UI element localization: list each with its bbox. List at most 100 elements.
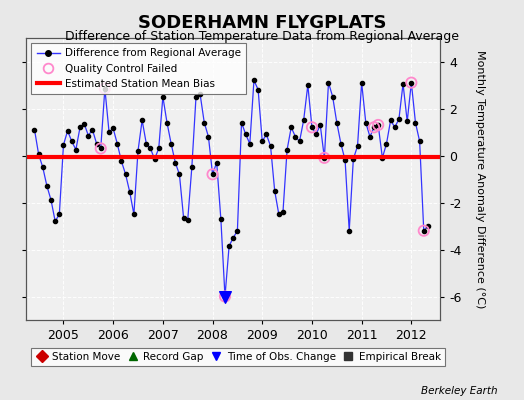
- Point: [200, 120, 209, 126]
- Point: [242, 131, 250, 138]
- Text: Berkeley Earth: Berkeley Earth: [421, 386, 498, 396]
- Point: [291, 134, 300, 140]
- Point: [163, 120, 171, 126]
- Point: [366, 134, 374, 140]
- Point: [122, 171, 130, 178]
- Point: [299, 117, 308, 124]
- Point: [101, 85, 109, 92]
- Point: [105, 129, 113, 135]
- Point: [411, 120, 420, 126]
- Text: SODERHAMN FLYGPLATS: SODERHAMN FLYGPLATS: [138, 14, 386, 32]
- Point: [179, 214, 188, 221]
- Point: [399, 81, 407, 87]
- Point: [59, 142, 68, 148]
- Point: [88, 126, 96, 133]
- Point: [362, 120, 370, 126]
- Point: [395, 116, 403, 122]
- Point: [47, 197, 55, 203]
- Point: [209, 171, 217, 178]
- Point: [72, 146, 80, 153]
- Point: [55, 211, 63, 218]
- Point: [258, 138, 266, 145]
- Point: [403, 118, 411, 125]
- Point: [416, 138, 424, 145]
- Point: [303, 82, 312, 88]
- Point: [279, 209, 287, 215]
- Point: [262, 131, 270, 138]
- Point: [386, 117, 395, 124]
- Point: [216, 216, 225, 222]
- Point: [349, 156, 357, 162]
- Point: [171, 159, 180, 166]
- Point: [96, 145, 105, 152]
- Point: [266, 143, 275, 149]
- Point: [370, 124, 378, 130]
- Point: [196, 91, 204, 98]
- Point: [308, 124, 316, 130]
- Point: [117, 158, 126, 164]
- Point: [233, 228, 242, 234]
- Point: [275, 211, 283, 218]
- Point: [383, 140, 391, 147]
- Point: [283, 146, 291, 153]
- Point: [341, 157, 350, 164]
- Point: [357, 80, 366, 86]
- Point: [159, 94, 167, 100]
- Point: [92, 140, 101, 147]
- Point: [246, 140, 254, 147]
- Point: [337, 140, 345, 147]
- Point: [96, 145, 105, 152]
- Point: [370, 124, 378, 130]
- Point: [80, 120, 89, 127]
- Point: [76, 124, 84, 130]
- Point: [270, 188, 279, 194]
- Point: [407, 80, 416, 86]
- Point: [221, 293, 229, 300]
- Point: [353, 143, 362, 149]
- Point: [155, 145, 163, 152]
- Point: [68, 138, 76, 145]
- Point: [209, 171, 217, 178]
- Point: [150, 156, 159, 162]
- Point: [39, 164, 47, 170]
- Point: [109, 125, 117, 132]
- Point: [221, 293, 229, 300]
- Point: [345, 228, 353, 234]
- Point: [407, 80, 416, 86]
- Point: [250, 77, 258, 84]
- Point: [296, 138, 304, 145]
- Point: [30, 126, 39, 133]
- Point: [134, 148, 142, 154]
- Point: [287, 124, 296, 130]
- Point: [84, 132, 93, 139]
- Point: [374, 122, 383, 128]
- Point: [142, 140, 150, 147]
- Point: [378, 155, 387, 161]
- Point: [308, 124, 316, 130]
- Point: [254, 86, 263, 93]
- Point: [138, 117, 146, 124]
- Point: [146, 145, 155, 152]
- Point: [221, 293, 229, 300]
- Point: [101, 85, 109, 92]
- Point: [175, 171, 183, 178]
- Point: [51, 218, 59, 224]
- Legend: Station Move, Record Gap, Time of Obs. Change, Empirical Break: Station Move, Record Gap, Time of Obs. C…: [31, 348, 445, 366]
- Point: [312, 131, 320, 138]
- Point: [420, 228, 428, 234]
- Point: [192, 94, 200, 100]
- Point: [420, 228, 428, 234]
- Text: Difference of Station Temperature Data from Regional Average: Difference of Station Temperature Data f…: [65, 30, 459, 43]
- Point: [324, 80, 333, 86]
- Point: [63, 128, 72, 134]
- Point: [390, 124, 399, 130]
- Point: [188, 164, 196, 170]
- Point: [316, 122, 324, 128]
- Point: [183, 217, 192, 223]
- Point: [229, 234, 237, 241]
- Point: [320, 155, 329, 161]
- Point: [43, 183, 51, 189]
- Point: [329, 94, 337, 100]
- Point: [130, 211, 138, 218]
- Point: [167, 140, 176, 147]
